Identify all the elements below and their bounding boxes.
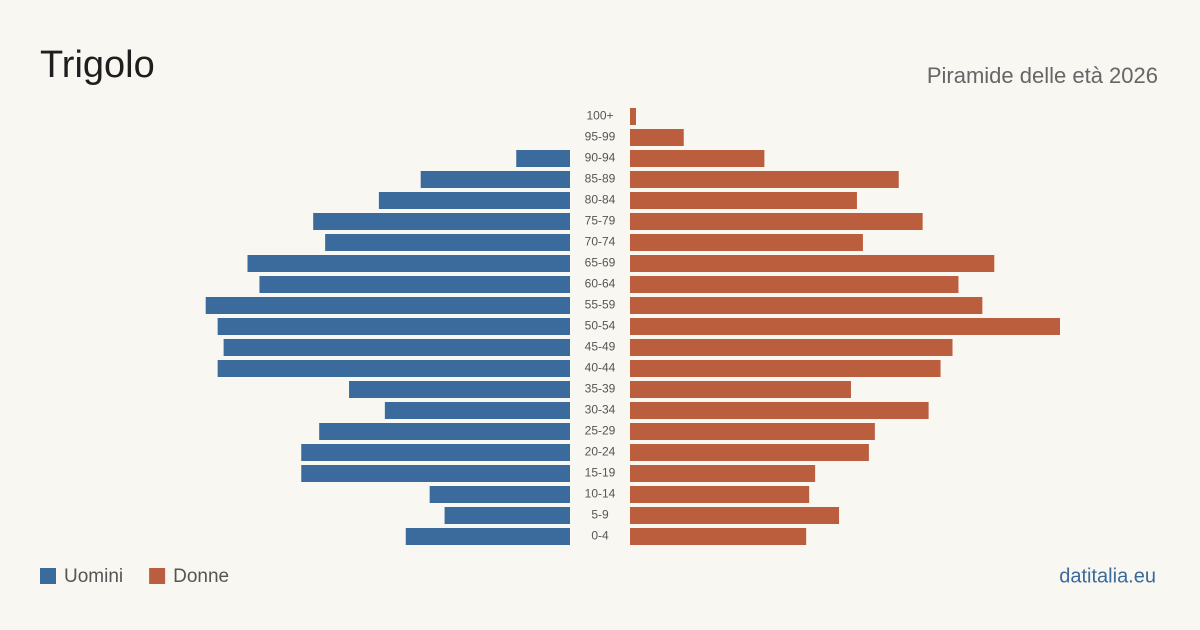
bar <box>313 213 570 230</box>
bar <box>217 318 570 335</box>
bar <box>325 234 570 251</box>
bar <box>630 276 959 293</box>
age-label: 20-24 <box>585 445 616 459</box>
bar <box>429 486 570 503</box>
bar <box>630 339 953 356</box>
bar <box>349 381 570 398</box>
bar <box>301 465 570 482</box>
bar <box>444 507 570 524</box>
bar <box>630 213 923 230</box>
age-label: 85-89 <box>585 172 616 186</box>
age-label: 5-9 <box>591 508 609 522</box>
bar <box>378 192 570 209</box>
bar <box>630 465 816 482</box>
bar <box>301 444 570 461</box>
bar <box>630 234 863 251</box>
bar <box>405 528 570 545</box>
legend-swatch <box>149 568 166 584</box>
bar <box>630 528 807 545</box>
age-label: 0-4 <box>591 529 609 543</box>
chart-title: Trigolo <box>40 44 155 86</box>
bar <box>630 150 765 167</box>
bar <box>384 402 570 419</box>
bar <box>630 360 941 377</box>
legend-label: Uomini <box>64 566 123 587</box>
age-label: 95-99 <box>585 130 616 144</box>
legend-swatch <box>40 568 56 584</box>
age-label: 50-54 <box>585 319 616 333</box>
bar <box>630 318 1060 335</box>
bar <box>630 297 983 314</box>
chart-subtitle: Piramide delle età 2026 <box>927 63 1158 88</box>
bar <box>630 108 636 125</box>
bar <box>630 444 869 461</box>
bar <box>630 486 810 503</box>
age-label: 80-84 <box>585 193 616 207</box>
age-label: 70-74 <box>585 235 616 249</box>
bar <box>630 423 875 440</box>
bar <box>630 129 684 146</box>
age-label: 15-19 <box>585 466 616 480</box>
age-label: 75-79 <box>585 214 616 228</box>
bar <box>516 150 570 167</box>
age-label: 65-69 <box>585 256 616 270</box>
age-label: 55-59 <box>585 298 616 312</box>
bar <box>630 507 840 524</box>
age-label: 45-49 <box>585 340 616 354</box>
source: datitalia.eu <box>1059 565 1156 587</box>
bar <box>630 192 857 209</box>
age-label: 30-34 <box>585 403 616 417</box>
bar <box>319 423 570 440</box>
bar <box>630 255 995 272</box>
bar <box>217 360 570 377</box>
age-label: 60-64 <box>585 277 616 291</box>
age-label: 25-29 <box>585 424 616 438</box>
age-label: 40-44 <box>585 361 616 375</box>
bar <box>630 402 929 419</box>
age-label: 10-14 <box>585 487 616 501</box>
age-label: 90-94 <box>585 151 616 165</box>
bar <box>630 381 851 398</box>
age-label: 100+ <box>586 109 613 123</box>
age-label: 35-39 <box>585 382 616 396</box>
bar <box>247 255 570 272</box>
legend-label: Donne <box>173 566 229 587</box>
bar <box>630 171 899 188</box>
bar <box>205 297 570 314</box>
bar <box>420 171 570 188</box>
bar <box>223 339 570 356</box>
bar <box>259 276 570 293</box>
